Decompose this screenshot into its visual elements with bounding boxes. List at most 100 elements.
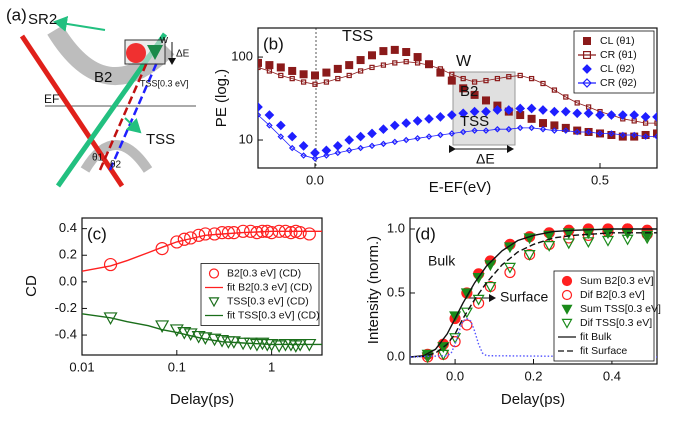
data-point xyxy=(642,133,649,140)
data-point xyxy=(284,226,298,240)
data-point xyxy=(155,320,170,333)
data-point xyxy=(539,125,547,133)
x-tick-label: 1 xyxy=(268,359,275,374)
data-point xyxy=(272,340,287,353)
data-point xyxy=(503,262,516,274)
data-point xyxy=(449,336,461,348)
x-tick-label: 0.01 xyxy=(69,359,94,374)
data-point xyxy=(461,319,473,331)
data-point xyxy=(538,105,548,115)
legend-swatch xyxy=(582,36,591,45)
data-point xyxy=(484,281,497,293)
data-point xyxy=(288,144,296,152)
data-point xyxy=(265,61,274,70)
y-tick-label: 1.0 xyxy=(387,220,405,235)
series-line xyxy=(82,230,322,272)
annotation: Surface xyxy=(500,289,548,305)
data-point xyxy=(526,103,537,114)
data-point xyxy=(652,112,657,122)
series-line xyxy=(410,317,657,358)
data-point xyxy=(155,241,169,256)
data-point xyxy=(355,131,366,142)
data-point xyxy=(528,124,535,132)
data-point xyxy=(401,118,412,128)
data-point xyxy=(523,249,536,261)
data-point xyxy=(538,119,547,128)
y-tick-label: 0.0 xyxy=(387,348,405,363)
data-point xyxy=(641,233,654,245)
y-axis-label: Intensity (norm.) xyxy=(365,236,382,344)
label: ΔE xyxy=(176,49,190,60)
legend-label: CR (θ2) xyxy=(600,77,637,89)
data-point xyxy=(469,106,480,117)
data-point xyxy=(312,81,318,87)
y-tick-label: 0.0 xyxy=(59,273,77,288)
label: EF xyxy=(44,92,59,106)
data-point xyxy=(288,66,297,75)
x-tick-label: 0.2 xyxy=(524,368,542,383)
data-point xyxy=(299,70,308,79)
y-tick-label: 0.5 xyxy=(387,284,405,299)
legend-label: Sum TSS[0.3 eV] xyxy=(580,303,661,315)
data-point xyxy=(424,113,434,124)
data-point xyxy=(335,75,341,82)
legend-swatch xyxy=(208,268,220,279)
series-line xyxy=(410,228,657,358)
data-point xyxy=(380,140,387,148)
legend-swatch xyxy=(561,318,573,329)
plot-frame xyxy=(81,217,323,356)
data-point xyxy=(516,124,524,132)
data-point xyxy=(414,60,421,66)
legend-label: fit Surface xyxy=(580,345,627,357)
data-point xyxy=(601,235,615,247)
data-point xyxy=(437,66,444,72)
annotation: W xyxy=(456,53,472,70)
data-point xyxy=(482,96,491,105)
data-point xyxy=(460,75,466,82)
data-point xyxy=(368,51,377,60)
data-point xyxy=(551,127,558,134)
legend-label: Dif TSS[0.3 eV] xyxy=(580,317,652,329)
data-point xyxy=(517,72,523,79)
legend-label: CR (θ1) xyxy=(600,49,637,61)
schematic: (a) SR2 w ΔE B2 TSS[0.3 eV] EF TSS θ1 θ2 xyxy=(6,5,196,188)
data-point xyxy=(321,145,332,156)
data-point xyxy=(345,147,353,154)
data-point xyxy=(293,226,307,240)
label: TSS xyxy=(146,131,175,148)
data-point xyxy=(505,125,513,133)
y-tick-label: 0.2 xyxy=(59,247,77,262)
data-point xyxy=(653,133,657,140)
data-point xyxy=(595,110,605,120)
data-point xyxy=(391,138,399,146)
series-line xyxy=(410,232,657,358)
data-point xyxy=(640,112,651,122)
x-axis-label: Delay(ps) xyxy=(501,391,565,408)
data-point xyxy=(449,71,455,77)
panel-label: (c) xyxy=(87,224,107,243)
data-point xyxy=(357,144,364,152)
data-point xyxy=(379,47,388,56)
data-point xyxy=(258,102,263,112)
x-tick-label: 0.0 xyxy=(306,172,324,187)
x-axis-label: E-EF(eV) xyxy=(429,179,492,196)
data-point xyxy=(483,77,489,84)
data-point xyxy=(344,135,355,145)
data-point xyxy=(345,61,354,70)
data-point xyxy=(528,75,535,82)
data-point xyxy=(470,90,479,99)
data-point xyxy=(481,106,491,117)
data-point xyxy=(266,122,273,129)
legend-swatch xyxy=(208,297,220,308)
data-point xyxy=(562,238,575,250)
series-group xyxy=(410,223,657,364)
legend-label: CL (θ2) xyxy=(600,63,635,75)
data-point xyxy=(266,68,273,74)
data-point xyxy=(582,228,595,240)
data-point xyxy=(357,68,364,74)
data-point xyxy=(582,237,595,249)
data-point xyxy=(619,131,627,139)
data-point xyxy=(506,74,512,80)
data-point xyxy=(549,106,560,117)
data-point xyxy=(367,128,377,139)
